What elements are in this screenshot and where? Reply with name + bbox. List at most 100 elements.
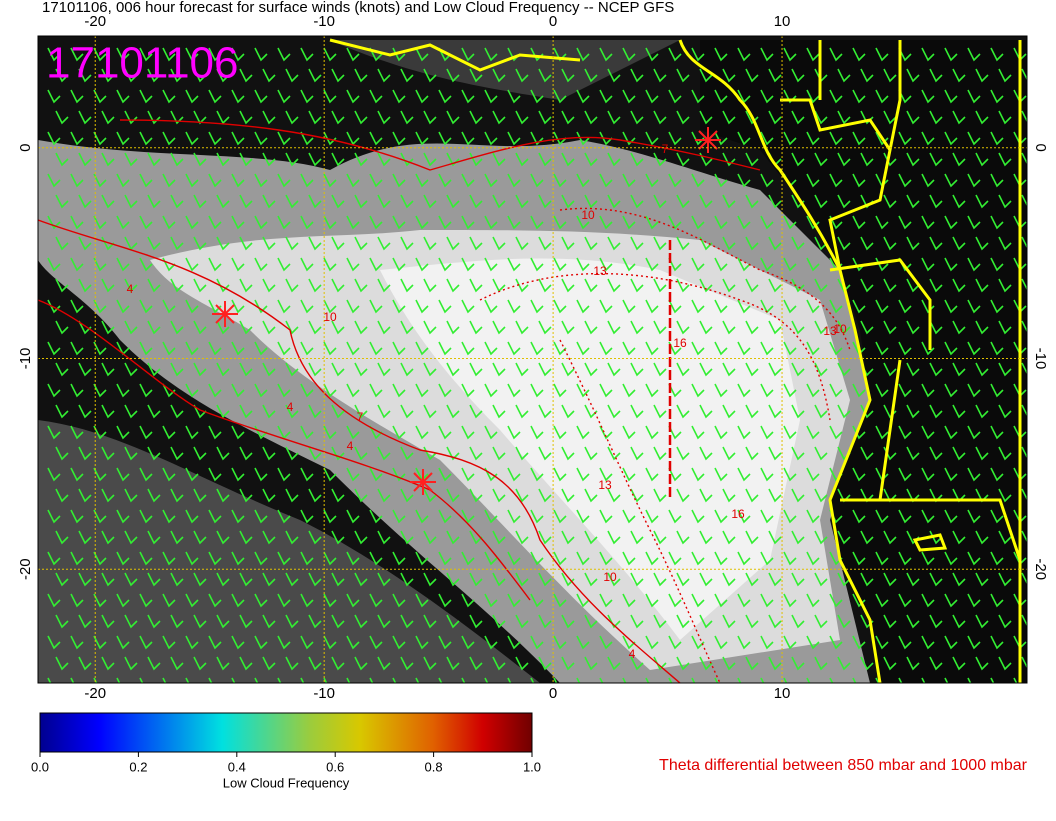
wind-barb	[806, 635, 820, 650]
wind-barb	[423, 530, 437, 545]
wind-barb	[952, 446, 966, 461]
wind-barb	[377, 404, 391, 419]
wind-barb	[898, 551, 912, 566]
wind-barb	[78, 362, 92, 377]
wind-barb	[492, 362, 506, 377]
colorbar-tick-label: 0.8	[425, 759, 443, 774]
wind-barb	[461, 215, 475, 230]
wind-barb	[691, 173, 705, 188]
wind-barb	[699, 446, 713, 461]
wind-barb	[990, 131, 1004, 146]
wind-barb	[783, 89, 797, 104]
wind-barb	[55, 110, 69, 125]
wind-barb	[630, 194, 644, 209]
wind-barb	[300, 47, 314, 62]
wind-barb	[576, 467, 590, 482]
wind-barb	[699, 614, 713, 629]
wind-barb	[492, 404, 506, 419]
wind-barb	[277, 47, 291, 62]
wind-barb	[185, 215, 199, 230]
wind-barb	[929, 572, 943, 587]
wind-barb	[561, 68, 575, 83]
wind-barb	[400, 614, 414, 629]
wind-barb	[354, 152, 368, 167]
wind-barb	[676, 446, 690, 461]
wind-barb	[55, 320, 69, 335]
wind-barb	[883, 530, 897, 545]
wind-barb	[47, 551, 61, 566]
wind-barb	[193, 236, 207, 251]
wind-barb	[346, 383, 360, 398]
wind-barb	[530, 425, 544, 440]
wind-barb	[139, 257, 153, 272]
wind-barb	[139, 131, 153, 146]
wind-barb	[377, 194, 391, 209]
contour	[559, 339, 721, 683]
wind-barb	[446, 404, 460, 419]
wind-barb	[116, 47, 130, 62]
wind-barb	[170, 362, 184, 377]
wind-barb	[967, 593, 981, 608]
wind-barb	[691, 509, 705, 524]
wind-barb	[492, 194, 506, 209]
wind-barb	[147, 656, 161, 671]
wind-barb	[308, 572, 322, 587]
star-marker	[212, 301, 238, 327]
wind-barb	[239, 236, 253, 251]
wind-barb	[392, 551, 406, 566]
wind-barb	[691, 89, 705, 104]
wind-barb	[645, 551, 659, 566]
wind-barb	[423, 404, 437, 419]
wind-barb	[354, 530, 368, 545]
wind-barb	[124, 656, 138, 671]
wind-barb	[676, 656, 690, 671]
wind-barb	[576, 425, 590, 440]
wind-barb	[300, 257, 314, 272]
wind-barb	[737, 425, 751, 440]
wind-barb	[714, 383, 728, 398]
wind-barb	[185, 677, 190, 683]
wind-barb	[630, 446, 644, 461]
wind-barb	[484, 89, 498, 104]
wind-barb	[300, 341, 314, 356]
wind-barb	[124, 362, 138, 377]
wind-barb	[124, 446, 138, 461]
wind-barb	[208, 47, 222, 62]
wind-barb	[515, 404, 529, 419]
wind-barb	[93, 383, 107, 398]
wind-barb	[722, 572, 736, 587]
wind-barb	[530, 467, 544, 482]
wind-barb	[47, 425, 61, 440]
wind-barb	[162, 89, 176, 104]
wind-barb	[208, 677, 213, 683]
wind-barb	[231, 299, 245, 314]
wind-barb	[814, 194, 828, 209]
wind-barb	[354, 236, 368, 251]
wind-barb	[308, 362, 322, 377]
wind-barb	[929, 152, 943, 167]
wind-barb	[538, 320, 552, 335]
wind-barb	[921, 425, 935, 440]
wind-barb	[147, 194, 161, 209]
wind-barb	[745, 446, 759, 461]
wind-barb	[561, 362, 575, 377]
axis-labels: -20 -20 -10 -10 0 0 10 10 0 0 -10 -10 -20 -20	[17, 13, 1049, 702]
wind-barb	[423, 362, 437, 377]
wind-barb	[576, 173, 590, 188]
wind-barb	[883, 194, 897, 209]
wind-barb	[584, 614, 598, 629]
wind-barb	[147, 488, 161, 503]
wind-barb	[492, 488, 506, 503]
wind-barb	[70, 131, 84, 146]
island	[912, 533, 948, 552]
wind-barb	[377, 320, 391, 335]
wind-barb	[576, 383, 590, 398]
wind-barb	[55, 68, 69, 83]
wind-barb	[101, 614, 115, 629]
wind-barb	[285, 404, 299, 419]
wind-barb	[392, 509, 406, 524]
wind-barb	[653, 194, 667, 209]
wind-barb	[231, 173, 245, 188]
